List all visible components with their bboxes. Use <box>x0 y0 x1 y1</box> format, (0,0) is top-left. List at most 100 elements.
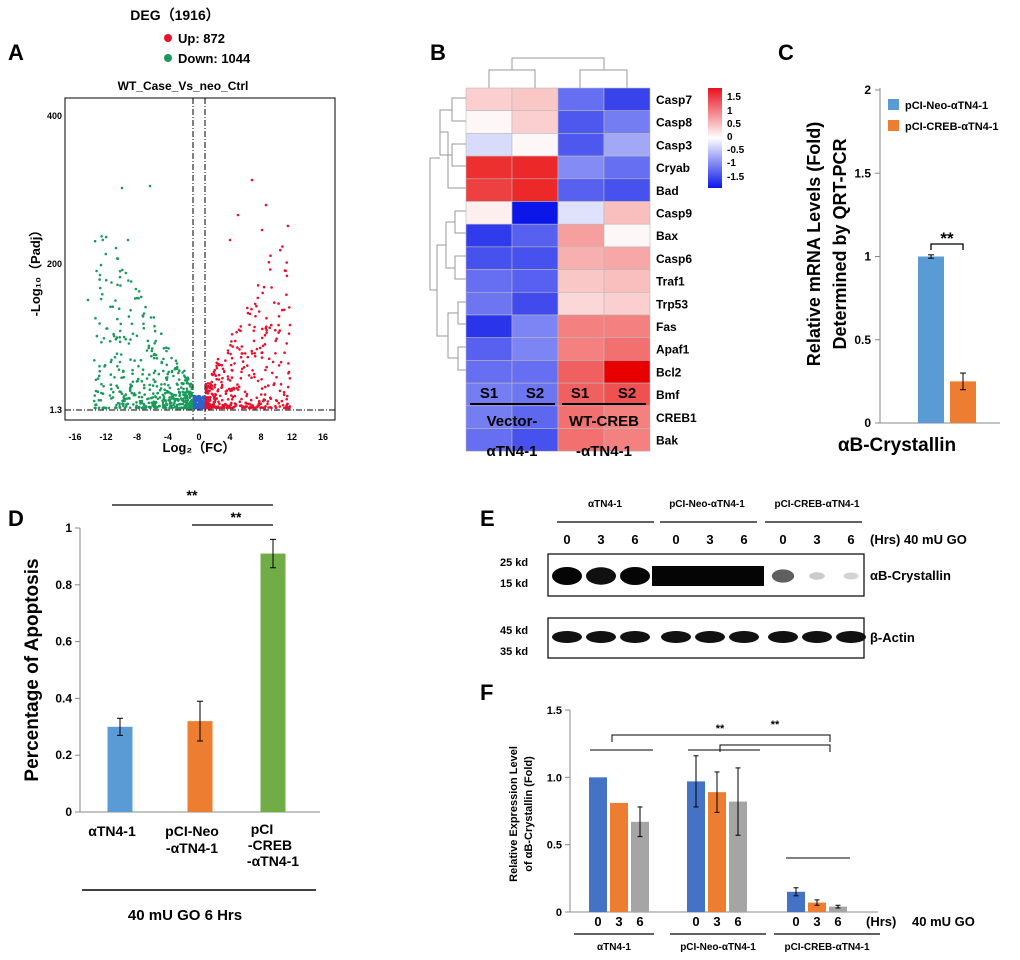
volcano-point <box>153 324 156 328</box>
volcano-point <box>224 392 228 396</box>
volcano-point <box>260 336 264 340</box>
volcano-point <box>122 369 125 373</box>
volcano-point <box>217 400 220 404</box>
group-label-vector-1: Vector- <box>487 413 538 430</box>
volcano-point <box>137 395 141 399</box>
volcano-point <box>288 306 291 309</box>
volcano-point <box>107 406 111 410</box>
volcano-point <box>270 286 273 289</box>
volcano-point <box>114 246 118 250</box>
heatmap-scale-tick: 0.5 <box>727 119 741 130</box>
volcano-point <box>119 322 123 326</box>
volcano-point <box>152 356 156 360</box>
volcano-point <box>118 329 122 333</box>
volcano-point <box>201 400 205 403</box>
volcano-point <box>248 323 251 327</box>
volcano-point <box>143 393 146 396</box>
volcano-xtick: 12 <box>287 432 297 442</box>
volcano-point <box>226 349 230 352</box>
volcano-point <box>218 406 221 410</box>
volcano-point <box>249 398 253 402</box>
volcano-point <box>271 371 274 375</box>
volcano-point <box>94 378 98 382</box>
volcano-point <box>250 376 253 380</box>
volcano-point <box>233 362 236 365</box>
volcano-point <box>111 305 114 309</box>
volcano-point <box>148 184 152 188</box>
volcano-point <box>257 403 261 407</box>
volcano-point <box>129 386 132 389</box>
heatmap-cell <box>557 178 605 202</box>
volcano-point <box>140 406 144 410</box>
volcano-point <box>277 364 281 367</box>
volcano-point <box>260 387 264 390</box>
heatmap-gene-label: Casp8 <box>656 116 692 130</box>
volcano-point <box>190 385 193 388</box>
volcano-point <box>122 375 126 379</box>
volcano-point <box>168 386 172 390</box>
blot-group-2: pCI-Neo-αTN4-1 <box>669 499 745 510</box>
volcano-point <box>165 346 168 350</box>
volcano-point <box>121 268 124 272</box>
heatmap-cell <box>511 314 559 339</box>
volcano-point <box>154 339 157 343</box>
volcano-point <box>118 336 121 339</box>
heatmap-cell <box>557 133 605 157</box>
volcano-point <box>152 392 155 395</box>
volcano-point <box>115 336 119 339</box>
volcano-point <box>239 377 243 380</box>
volcano-point <box>236 383 239 386</box>
volcano-point <box>245 402 248 405</box>
volcano-point <box>141 315 145 318</box>
heatmap-cell <box>465 223 513 248</box>
heatmap-gene-label: CREB1 <box>656 411 697 425</box>
volcano-point <box>231 345 234 348</box>
volcano-point <box>135 406 138 410</box>
heatmap-gene-label: Traf1 <box>656 275 685 289</box>
volcano-point <box>184 400 188 404</box>
volcano-point <box>174 393 177 397</box>
heatmap-cell <box>603 314 651 339</box>
blot-hour-label: 3 <box>706 532 713 547</box>
heatmap-scale-tick: 0 <box>727 132 733 143</box>
heatmap-cell <box>511 201 559 225</box>
volcano-point <box>269 397 273 401</box>
volcano-point <box>131 368 134 372</box>
volcano-point <box>250 178 254 182</box>
volcano-point <box>167 398 170 402</box>
volcano-point <box>213 386 216 389</box>
chart-f-ytick: 0.5 <box>547 840 562 852</box>
volcano-point <box>226 375 230 378</box>
volcano-point <box>187 392 191 396</box>
volcano-point <box>269 254 272 257</box>
col-label-s2-vector: S2 <box>526 385 544 402</box>
heatmap-cell <box>465 314 513 339</box>
volcano-point <box>279 382 283 386</box>
volcano-point <box>186 376 190 380</box>
heatmap-cell <box>603 223 651 248</box>
volcano-point <box>164 399 167 402</box>
blot-band-crystallin <box>809 572 825 580</box>
blot-band-crystallin <box>843 572 859 580</box>
volcano-point <box>173 367 177 371</box>
volcano-ytick-1.3: 1.3 <box>49 405 62 415</box>
volcano-point <box>152 400 156 404</box>
volcano-point <box>230 398 234 401</box>
volcano-point <box>159 387 163 390</box>
chart-f-bar <box>829 906 847 912</box>
volcano-point <box>239 355 243 359</box>
volcano-xtick: -16 <box>68 432 81 442</box>
volcano-point <box>148 405 151 409</box>
chart-f-bar <box>610 802 628 912</box>
volcano-point <box>213 383 217 387</box>
volcano-point <box>274 352 277 355</box>
volcano-point <box>135 296 139 300</box>
volcano-point <box>205 401 208 405</box>
volcano-point <box>243 390 247 394</box>
blot-band-crystallin <box>771 569 795 583</box>
volcano-point <box>124 393 128 396</box>
blot-band-crystallin <box>620 567 650 585</box>
volcano-point <box>221 367 225 371</box>
volcano-point <box>181 402 185 406</box>
